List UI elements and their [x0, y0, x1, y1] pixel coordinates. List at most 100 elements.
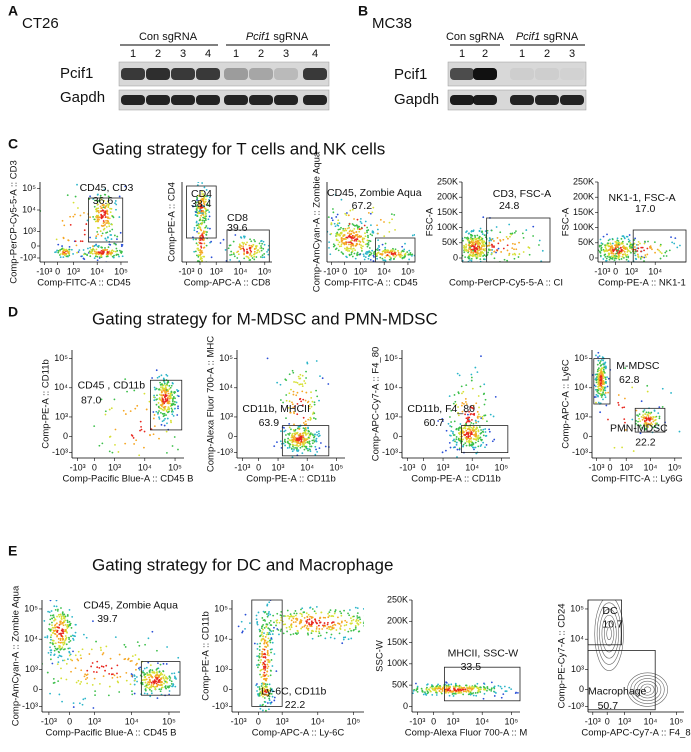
event-dot [44, 636, 46, 638]
event-dot [261, 683, 263, 685]
event-dot [490, 414, 492, 416]
event-dot [171, 413, 173, 415]
event-dot [335, 216, 337, 218]
event-dot [52, 615, 54, 617]
event-dot [514, 232, 516, 234]
event-dot [463, 427, 465, 429]
event-dot [51, 622, 53, 624]
event-dot [79, 702, 81, 704]
event-dot [325, 446, 327, 448]
event-dot [470, 374, 472, 376]
event-dot [605, 362, 607, 364]
event-dot [388, 231, 390, 233]
y-tick-label: 10⁵ [384, 353, 398, 363]
y-tick-label: -10³ [217, 447, 233, 457]
event-dot [357, 219, 359, 221]
event-dot [293, 381, 295, 383]
event-dot [265, 646, 267, 648]
event-dot [67, 614, 69, 616]
x-axis-label: Comp-PE-A :: NK1-1 [598, 278, 686, 289]
event-dot [172, 685, 174, 687]
event-dot [276, 619, 278, 621]
y-axis-label: Comp-PE-A :: CD11b [201, 611, 212, 701]
event-dot [290, 613, 292, 615]
event-dot [130, 220, 132, 222]
event-dot [472, 250, 474, 252]
y-tick-label: -10³ [20, 252, 36, 262]
event-dot [114, 235, 116, 237]
event-dot [476, 257, 478, 259]
event-dot [604, 253, 606, 255]
event-dot [475, 421, 477, 423]
event-dot [151, 690, 153, 692]
event-dot [174, 397, 176, 399]
event-dot [500, 240, 502, 242]
event-dot [319, 375, 321, 377]
event-dot [452, 691, 454, 693]
event-dot [351, 248, 353, 250]
event-dot [64, 659, 66, 661]
event-dot [86, 254, 88, 256]
event-dot [341, 622, 343, 624]
event-dot [409, 696, 411, 698]
event-dot [622, 407, 624, 409]
event-dot [383, 221, 385, 223]
event-dot [488, 248, 490, 250]
event-dot [144, 431, 146, 433]
gate-name: NK1-1, FSC-A [609, 192, 676, 204]
event-dot [307, 448, 309, 450]
event-dot [293, 621, 295, 623]
event-dot [264, 641, 266, 643]
event-dot [330, 233, 332, 235]
lane-number: 4 [312, 48, 318, 60]
gate-value: 39.6 [227, 222, 248, 234]
event-dot [229, 254, 231, 256]
event-dot [169, 388, 171, 390]
event-dot [287, 610, 289, 612]
event-dot [305, 438, 307, 440]
event-dot [144, 393, 146, 395]
event-dot [644, 254, 646, 256]
y-tick-label: 50K [442, 237, 458, 247]
event-dot [198, 227, 200, 229]
event-dot [202, 178, 204, 180]
event-dot [231, 254, 233, 256]
event-dot [62, 220, 64, 222]
event-dot [473, 431, 475, 433]
event-dot [205, 264, 207, 266]
event-dot [169, 400, 171, 402]
event-dot [602, 380, 604, 382]
x-tick-label: 10⁴ [90, 266, 104, 276]
event-dot [464, 442, 466, 444]
event-dot [96, 666, 98, 668]
event-dot [261, 243, 263, 245]
event-dot [156, 459, 158, 461]
event-dot [484, 428, 486, 430]
event-dot [200, 212, 202, 214]
event-dot [112, 673, 114, 675]
event-dot [482, 248, 484, 250]
event-dot [458, 392, 460, 394]
event-dot [445, 450, 447, 452]
y-tick-label: 200K [437, 192, 458, 202]
event-dot [263, 667, 265, 669]
event-dot [468, 242, 470, 244]
event-dot [345, 249, 347, 251]
event-dot [507, 250, 509, 252]
event-dot [318, 431, 320, 433]
event-dot [146, 408, 148, 410]
event-dot [318, 433, 320, 435]
event-dot [453, 447, 455, 449]
event-dot [265, 626, 267, 628]
event-dot [331, 615, 333, 617]
event-dot [67, 648, 69, 650]
event-dot [431, 685, 433, 687]
event-dot [481, 230, 483, 232]
event-dot [498, 248, 500, 250]
event-dot [472, 388, 474, 390]
event-dot [86, 677, 88, 679]
event-dot [245, 614, 247, 616]
event-dot [78, 249, 80, 251]
blot-band [560, 95, 584, 105]
event-dot [361, 248, 363, 250]
